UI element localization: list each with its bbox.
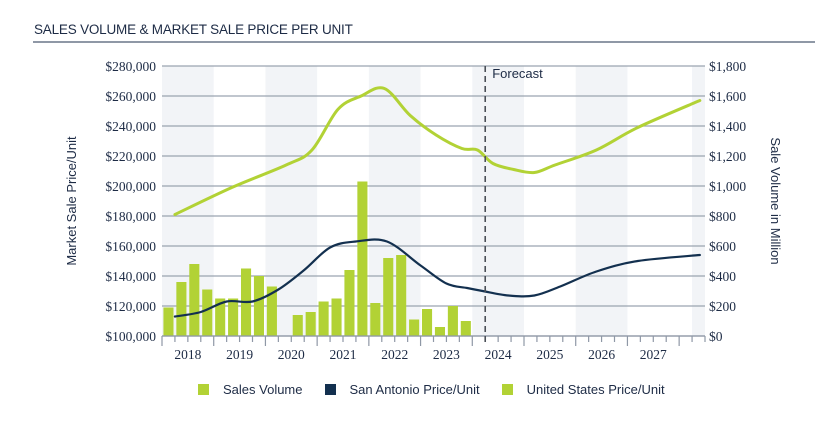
y-axis-title-left: Market Sale Price/Unit: [64, 136, 79, 266]
legend-swatch: [198, 384, 209, 395]
y-tick-left: $240,000: [105, 119, 156, 134]
x-tick-label: 2018: [174, 347, 201, 362]
y-axis-title-right: Sale Volume in Million: [768, 137, 783, 264]
y-tick-right: $0: [709, 329, 723, 344]
bar-sales-volume: [305, 312, 316, 336]
line-united-states: [173, 86, 702, 216]
x-tick-label: 2020: [278, 347, 305, 362]
legend-swatch: [324, 384, 336, 395]
bar-sales-volume: [460, 321, 471, 336]
bar-sales-volume: [253, 276, 265, 336]
bar-sales-volume: [318, 301, 329, 336]
bar-sales-volume: [396, 255, 407, 336]
y-tick-left: $100,000: [105, 329, 156, 344]
year-band: [575, 66, 628, 336]
x-tick-label: 2024: [485, 347, 512, 362]
x-tick-label: 2023: [433, 347, 460, 362]
legend: Sales Volume San Antonio Price/Unit Unit…: [198, 382, 687, 397]
bar-sales-volume: [370, 303, 381, 336]
legend-swatch: [501, 384, 513, 395]
y-tick-right: $1,800: [709, 59, 746, 74]
bar-sales-volume: [409, 319, 420, 336]
bar-sales-volume: [228, 298, 239, 336]
bar-sales-volume: [292, 315, 303, 336]
bar-sales-volume: [189, 264, 200, 336]
y-tick-right: $200: [709, 299, 736, 314]
bar-sales-volume: [357, 181, 368, 336]
y-tick-left: $180,000: [105, 209, 156, 224]
x-tick-label: 2022: [381, 347, 408, 362]
x-tick-label: 2019: [226, 347, 253, 362]
bar-sales-volume: [434, 327, 446, 336]
y-tick-left: $140,000: [105, 269, 156, 284]
y-tick-left: $220,000: [105, 149, 156, 164]
chart-title: SALES VOLUME & MARKET SALE PRICE PER UNI…: [34, 22, 353, 37]
bar-sales-volume: [215, 298, 226, 336]
legend-label: Sales Volume: [223, 382, 303, 397]
bar-sales-volume: [331, 298, 342, 336]
legend-label: San Antonio Price/Unit: [349, 382, 480, 397]
y-tick-right: $1,000: [709, 179, 746, 194]
bar-sales-volume: [176, 282, 187, 336]
forecast-label: Forecast: [492, 66, 543, 81]
y-tick-right: $1,600: [709, 89, 746, 104]
bar-sales-volume: [202, 289, 213, 336]
y-tick-left: $280,000: [105, 59, 156, 74]
x-tick-label: 2025: [536, 347, 563, 362]
legend-item-united-states: United States Price/Unit: [501, 382, 665, 397]
y-tick-right: $1,200: [709, 149, 746, 164]
title-divider: [33, 41, 815, 43]
x-tick-label: 2026: [588, 347, 615, 362]
legend-label: United States Price/Unit: [526, 382, 665, 397]
legend-item-sales-volume: Sales Volume: [198, 382, 303, 397]
y-tick-right: $800: [709, 209, 736, 224]
y-tick-left: $260,000: [105, 89, 156, 104]
bar-sales-volume: [266, 286, 277, 336]
x-tick-label: 2021: [330, 347, 357, 362]
y-tick-right: $1,400: [709, 119, 746, 134]
bar-sales-volume: [421, 309, 433, 336]
y-tick-left: $120,000: [105, 299, 156, 314]
bar-sales-volume: [447, 306, 458, 336]
legend-item-san-antonio: San Antonio Price/Unit: [324, 382, 480, 397]
bar-sales-volume: [383, 258, 394, 336]
year-band: [368, 66, 421, 336]
y-tick-right: $600: [709, 239, 736, 254]
y-tick-left: $160,000: [105, 239, 156, 254]
bar-sales-volume: [344, 270, 355, 336]
bar-sales-volume: [163, 307, 174, 336]
x-tick-label: 2027: [640, 347, 667, 362]
y-tick-right: $400: [709, 269, 736, 284]
line-san-antonio: [173, 238, 701, 318]
y-tick-left: $200,000: [105, 179, 156, 194]
year-band: [692, 66, 705, 336]
